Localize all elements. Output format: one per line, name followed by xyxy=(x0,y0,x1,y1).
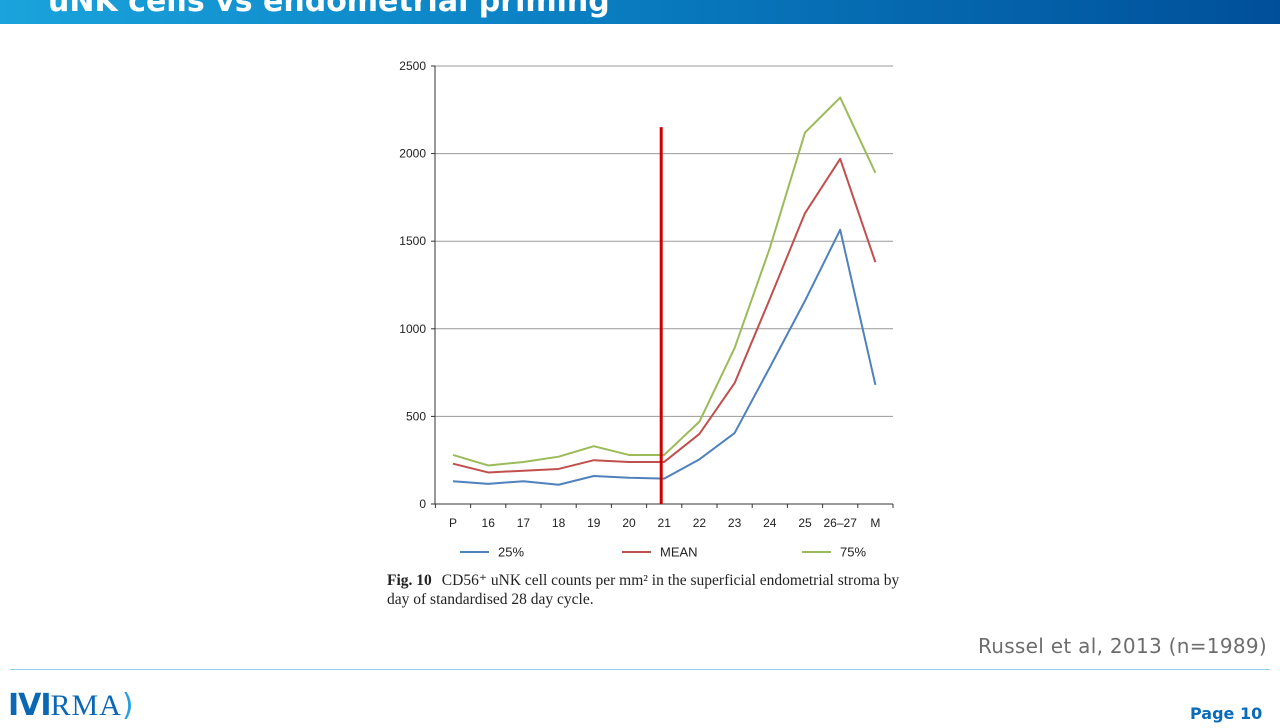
x-tick-label: 17 xyxy=(517,516,531,530)
x-tick-label: 21 xyxy=(658,516,672,530)
figure-caption: Fig. 10 CD56⁺ uNK cell counts per mm² in … xyxy=(387,571,917,609)
y-tick-label: 1000 xyxy=(399,322,426,336)
y-tick-label: 0 xyxy=(419,497,426,511)
x-tick-label: 18 xyxy=(552,516,566,530)
y-tick-label: 2500 xyxy=(399,59,426,73)
x-tick-label: 25 xyxy=(798,516,812,530)
logo-arc-icon: ) xyxy=(121,688,134,723)
x-tick-label: P xyxy=(449,516,457,530)
citation: Russel et al, 2013 (n=1989) xyxy=(977,634,1267,658)
figure-number: Fig. 10 xyxy=(387,572,432,589)
x-tick-label: 26–27 xyxy=(824,516,858,530)
slide-title: uNK cells vs endometrial priming xyxy=(48,0,610,19)
x-tick-label: M xyxy=(870,516,880,530)
logo-part-ivi: IVI xyxy=(8,688,52,723)
legend-label: 25% xyxy=(498,545,524,560)
logo-part-rma: RMA xyxy=(50,689,122,722)
figure-caption-text: CD56⁺ uNK cell counts per mm² in the sup… xyxy=(387,572,900,608)
title-bar: uNK cells vs endometrial priming xyxy=(0,0,1280,24)
legend-label: 75% xyxy=(840,545,866,560)
y-tick-label: 1500 xyxy=(399,234,426,248)
x-tick-label: 22 xyxy=(693,516,707,530)
series-line xyxy=(452,96,877,467)
y-tick-label: 500 xyxy=(406,409,426,423)
company-logo: IVIRMA) xyxy=(8,688,134,728)
x-tick-label: 20 xyxy=(622,516,636,530)
y-tick-label: 2000 xyxy=(399,147,426,161)
x-tick-label: 16 xyxy=(482,516,496,530)
footer-divider xyxy=(10,669,1270,670)
x-tick-label: 19 xyxy=(587,516,601,530)
page-number: Page 10 xyxy=(1190,704,1263,723)
x-tick-label: 23 xyxy=(728,516,742,530)
legend-label: MEAN xyxy=(660,545,698,560)
series-line xyxy=(452,157,877,474)
x-tick-label: 24 xyxy=(763,516,777,530)
series-line xyxy=(452,228,877,486)
chart-svg: 0 500 1000 1500 2000 2500 P 16 17 18 19 20 21 22 23 24 2… xyxy=(399,59,894,560)
